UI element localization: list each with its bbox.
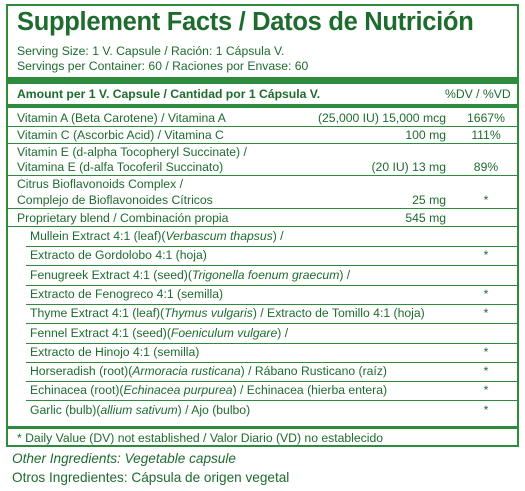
blend-dv: * [483,248,489,263]
nutrient-name: Complejo de Bioflavonoides Cítricos [17,193,213,207]
nutrient-name: Proprietary blend / Combinación propia [17,211,229,225]
blend-ingredient-text: Mullein Extract 4:1 (leaf)( [30,229,166,243]
row-divider [8,226,517,227]
blend-ingredient-latin: Armoracia rusticana [132,364,241,379]
blend-ingredient: Garlic (bulb)(allium sativum) / Ajo (bul… [30,403,250,417]
blend-dv: * [483,402,489,417]
blend-ingredient-text: Fennel Extract 4:1 (seed)( [30,325,171,340]
blend-divider [26,400,517,402]
blend-ingredient: Extracto de Gordolobo 4:1 (hoja) [30,248,207,262]
serving-size: Serving Size: 1 V. Capsule / Ración: 1 C… [17,44,285,58]
blend-dv: * [483,383,489,398]
blend-ingredient-suffix: ) / Ajo (bulbo) [177,402,251,417]
blend-ingredient-text: Fenugreek Extract 4:1 (seed)( [30,267,192,282]
dv-header: %DV / %VD [445,87,511,101]
supplement-facts-panel: Supplement Facts / Datos de Nutrición Se… [6,4,519,447]
nutrient-dv: 89% [473,160,499,174]
blend-ingredient-suffix: ) / [277,325,289,340]
blend-divider [26,265,517,267]
blend-divider [26,246,517,247]
row-divider [8,208,517,209]
nutrient-name: Vitamina E (d-alfa Tocoferil Succinato) [17,160,224,174]
blend-ingredient: Fennel Extract 4:1 (seed)(Foeniculum vul… [30,326,288,340]
blend-ingredient-text: Extracto de Fenogreco 4:1 (semilla) [30,286,224,301]
amount-header: Amount per 1 V. Capsule / Cantidad por 1… [17,87,321,101]
nutrient-amount: 545 mg [405,211,446,225]
servings-per-container: Servings per Container: 60 / Raciones po… [17,59,309,73]
blend-ingredient-text: Horseradish (root)( [30,364,133,379]
blend-ingredient: Thyme Extract 4:1 (leaf)(Thymus vulgaris… [30,306,425,320]
nutrient-name: Citrus Bioflavonoids Complex / [17,177,183,191]
blend-ingredient-latin: Echinacea purpurea [123,383,233,398]
nutrient-name: Vitamin E (d-alpha Tocopheryl Succinate)… [17,145,247,159]
blend-ingredient: Horseradish (root)(Armoracia rusticana) … [30,364,387,378]
footnote: * Daily Value (DV) not established / Val… [17,431,384,445]
blend-ingredient-suffix: ) / Extracto de Tomillo 4:1 (hoja) [252,306,425,321]
blend-ingredient-latin: Verbascum thapsus [165,229,273,243]
nutrient-dv: 1667% [467,111,505,125]
blend-ingredient-latin: Trigonella foenum graecum [191,267,340,282]
blend-ingredient-text: Extracto de Gordolobo 4:1 (hoja) [30,248,207,263]
blend-ingredient: Extracto de Hinojo 4:1 (semilla) [30,345,199,359]
nutrient-dv: 111% [471,128,501,142]
blend-divider [26,381,517,383]
nutrient-amount: (25,000 IU) 15,000 mcg [317,111,446,125]
nutrient-dv: * [483,193,489,207]
blend-ingredient-latin: Foeniculum vulgare [170,325,278,340]
blend-divider [26,342,517,344]
row-divider [8,143,517,144]
blend-dv: * [483,344,489,359]
blend-ingredient: Echinacea (root)(Echinacea purpurea) / E… [30,383,387,397]
blend-ingredient-suffix: ) / Echinacea (hierba entera) [232,383,388,398]
blend-ingredient-latin: allium sativum [100,402,178,417]
blend-divider [26,284,517,286]
row-divider [8,126,517,127]
medium-divider [8,104,517,108]
blend-ingredient-latin: Thymus vulgaris [164,306,253,321]
blend-ingredient-suffix: ) / Rábano Rusticano (raíz) [240,364,387,379]
blend-dv: * [483,306,489,321]
blend-ingredient-suffix: ) / [272,229,284,243]
panel-title: Supplement Facts / Datos de Nutrición [17,8,474,36]
nutrient-amount: 25 mg [412,193,446,207]
blend-divider [26,361,517,363]
blend-ingredient-text: Garlic (bulb)( [30,402,101,417]
bottom-divider [8,426,517,429]
blend-ingredient-suffix: ) / [339,267,351,282]
nutrient-amount: (20 IU) 13 mg [371,160,446,174]
blend-divider [26,323,517,325]
thick-divider [8,77,517,84]
blend-ingredient: Extracto de Fenogreco 4:1 (semilla) [30,287,223,301]
nutrient-name: Vitamin C (Ascorbic Acid) / Vitamina C [17,128,224,142]
blend-ingredient: Mullein Extract 4:1 (leaf)(Verbascum tha… [30,229,284,243]
nutrient-amount: 100 mg [405,128,446,142]
blend-divider [26,303,517,305]
blend-dv: * [483,286,489,301]
nutrient-name: Vitamin A (Beta Carotene) / Vitamina A [17,111,226,125]
blend-ingredient-text: Extracto de Hinojo 4:1 (semilla) [30,344,200,359]
blend-ingredient-text: Thyme Extract 4:1 (leaf)( [30,306,165,321]
row-divider [8,175,517,176]
blend-ingredient: Fenugreek Extract 4:1 (seed)(Trigonella … [30,268,350,282]
other-ingredients-es: Otros Ingredientes: Cápsula de origen ve… [12,470,290,485]
blend-dv: * [483,364,489,379]
other-ingredients-en: Other Ingredients: Vegetable capsule [12,451,236,466]
blend-ingredient-text: Echinacea (root)( [30,383,124,398]
